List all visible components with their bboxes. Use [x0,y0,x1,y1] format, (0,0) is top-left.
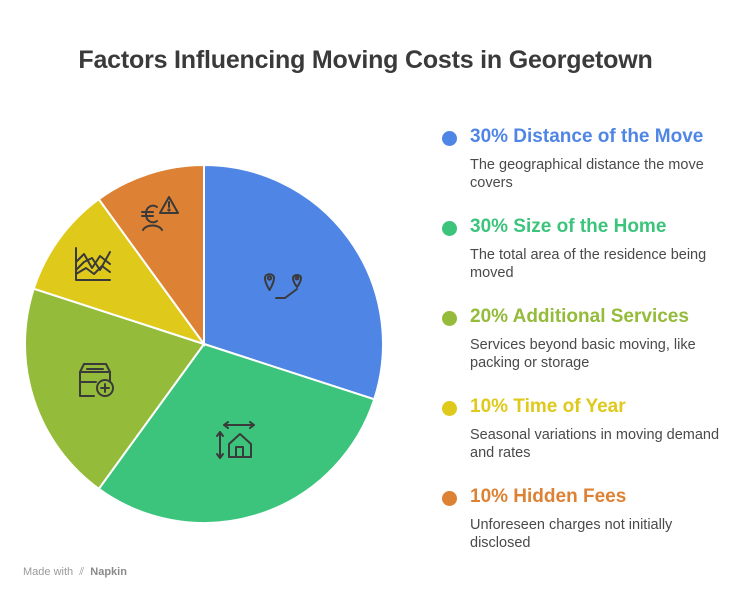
legend-description: The geographical distance the move cover… [470,157,704,191]
napkin-brand: Napkin [90,566,127,578]
legend-percent: 30% [470,216,509,237]
legend-label: Hidden Fees [508,486,627,507]
euro-warning-icon [141,196,179,231]
chart-title: Factors Influencing Moving Costs in Geor… [78,46,653,74]
legend-description: The total area of the residence being mo… [470,247,707,281]
pie-slice-additional-services [24,287,206,491]
house-measure-icon [216,421,255,459]
legend-item: 10% Hidden Fees Unforeseen charges not in… [442,486,727,576]
legend-percent: 30% [470,126,509,147]
legend-heading: 10% Hidden Fees [470,486,626,508]
map-pins-icon [264,273,302,299]
legend-heading: 30% Distance of the Move [470,126,703,148]
legend-item: 30% Size of the Home The total area of th… [442,216,727,306]
made-with-label: Made with [23,566,74,578]
legend-dot [442,491,457,506]
pie-slice-hidden-fees [97,163,205,348]
legend-heading: 30% Size of the Home [470,216,666,238]
legend-description: Services beyond basic moving, like packi… [470,337,696,371]
legend-percent: 10% [470,396,509,417]
legend-heading: 20% Additional Services [470,306,689,328]
legend-dot [442,401,457,416]
napkin-logo-icon: ⫽ [79,566,85,578]
legend-label: Size of the Home [508,216,667,237]
legend-description: Seasonal variations in moving demand and… [470,427,720,461]
legend-label: Distance of the Move [508,126,704,147]
legend-percent: 10% [470,486,509,507]
legend-item: 30% Distance of the Move The geographical… [442,126,727,216]
legend-description: Unforeseen charges not initially disclos… [470,517,673,551]
box-plus-icon [79,363,114,397]
legend: 30% Distance of the Move The geographical… [442,126,727,576]
legend-heading: 10% Time of Year [470,396,626,418]
legend-item: 20% Additional Services Services beyond b… [442,306,727,396]
legend-dot [442,221,457,236]
legend-item: 10% Time of Year Seasonal variations in m… [442,396,727,486]
legend-percent: 20% [470,306,509,327]
legend-dot [442,131,457,146]
napkin-watermark: Made with ⫽ Napkin [23,566,127,579]
legend-label: Additional Services [508,306,689,327]
fluctuating-chart-icon [75,247,111,281]
pie-slice-size-of-the-home [97,342,376,524]
legend-dot [442,311,457,326]
legend-label: Time of Year [508,396,626,417]
pie-slice-time-of-year [32,197,207,346]
